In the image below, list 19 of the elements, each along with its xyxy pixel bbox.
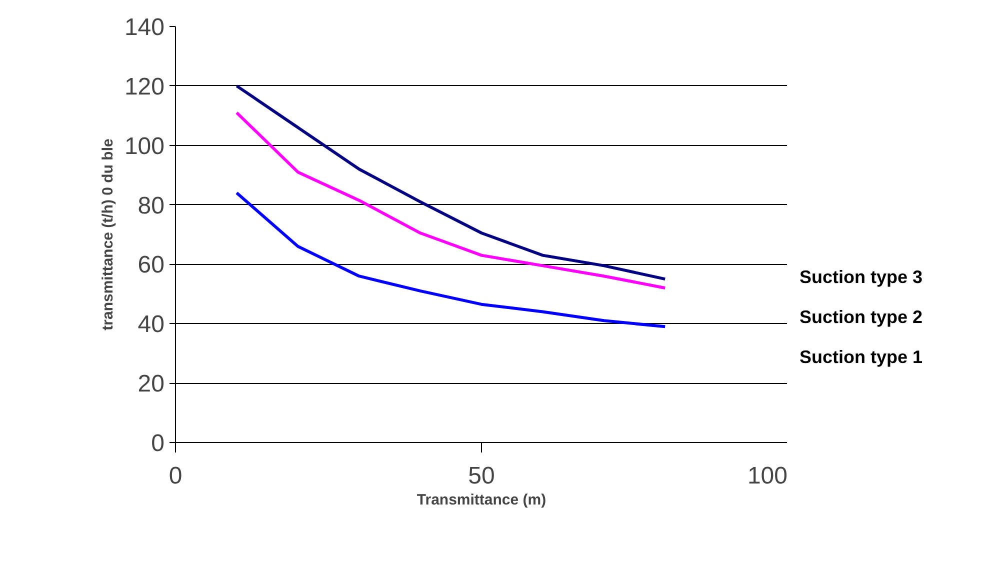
line-series: [235, 191, 667, 328]
line-series: [235, 84, 667, 281]
y-tick-label: 140: [124, 14, 165, 41]
y-axis-title: transmittance (t/h) 0 du ble: [99, 138, 116, 330]
line-series: [235, 111, 667, 290]
text: Suction type 1: [800, 347, 923, 368]
x-tick-label: 0: [168, 462, 182, 490]
x-axis-title: Transmittance (m): [416, 492, 546, 508]
y-tick-label: 120: [124, 73, 165, 100]
text: Suction type 3: [800, 267, 923, 288]
y-tick-label: 0: [151, 430, 165, 457]
y-tick-label: 100: [124, 132, 165, 160]
y-tick-label: 40: [138, 311, 165, 338]
x-tick-label: 100: [747, 462, 788, 490]
y-tick-label: 60: [138, 252, 165, 279]
y-tick-label: 80: [138, 192, 165, 220]
y-tick-label: 20: [138, 370, 165, 398]
text: Suction type 2: [800, 307, 923, 328]
x-tick-label: 50: [468, 462, 495, 490]
